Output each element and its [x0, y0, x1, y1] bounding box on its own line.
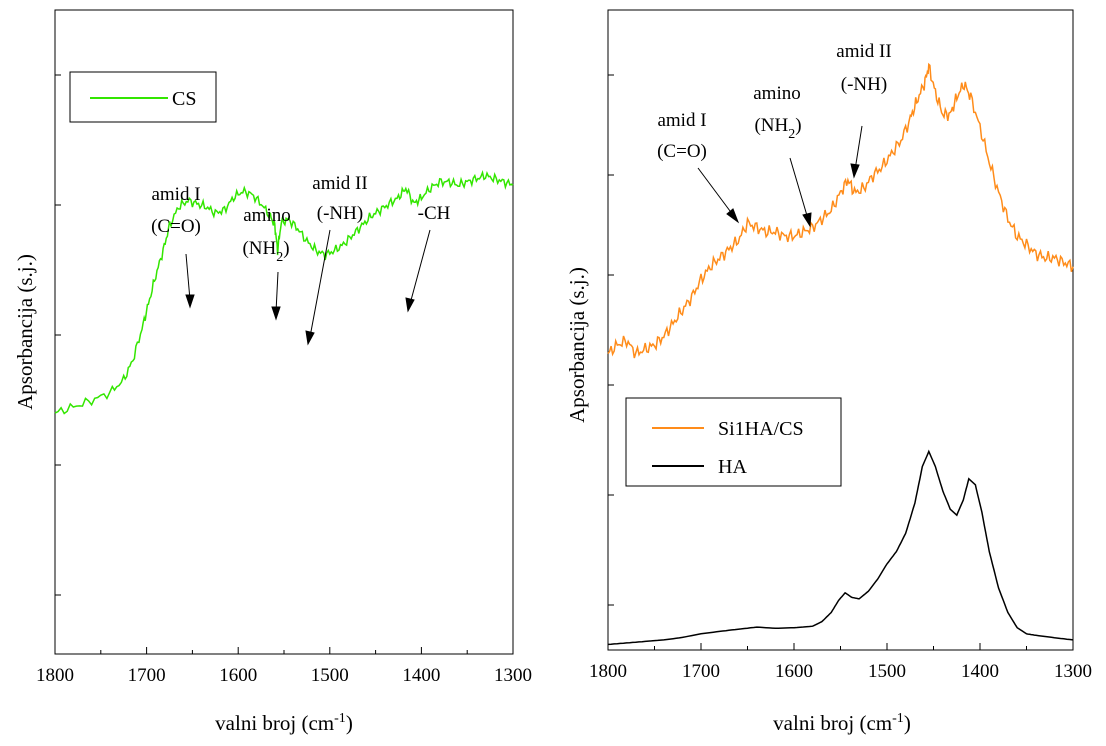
left-ann-amino-line2: (NH2)	[242, 238, 289, 265]
x-tick-label: 1600	[219, 665, 257, 686]
arrow-amino	[275, 271, 279, 313]
series-line-si1ha-cs	[607, 62, 1074, 359]
right-panel: 1800 1700 1600 1500 1400 1300 Si1HA/CS HA ami…	[565, 9, 1092, 735]
right-ann-amino-line1: amino	[753, 83, 801, 104]
x-tick-label: 1300	[1054, 661, 1092, 682]
right-curves	[607, 62, 1074, 646]
arrow-r-amid-i-head	[726, 208, 740, 224]
x-tick-label: 1500	[311, 665, 349, 686]
series-line-ha	[607, 449, 1074, 646]
series-line-cs	[54, 170, 514, 415]
left-ann-amid-i-line2: (C=O)	[151, 216, 201, 237]
x-tick-label: 1500	[868, 661, 906, 682]
right-legend-box	[625, 397, 842, 487]
legend-label-ha: HA	[718, 456, 747, 478]
left-x-axis-title: valni broj (cm-1)	[215, 711, 353, 735]
arrow-amid-i	[185, 253, 191, 301]
x-tick-label: 1400	[402, 665, 440, 686]
right-x-ticks: 1800 1700 1600 1500 1400 1300	[589, 643, 1092, 682]
arrow-ch	[409, 229, 431, 305]
x-tick-label: 1400	[961, 661, 999, 682]
right-ann-amid-ii-line1: amid II	[836, 41, 891, 62]
left-ann-ch: -CH	[418, 203, 451, 224]
right-arrows	[697, 125, 863, 228]
x-tick-label: 1800	[36, 665, 74, 686]
left-y-ticks	[55, 74, 61, 596]
x-tick-label: 1300	[494, 665, 532, 686]
right-y-ticks	[608, 74, 614, 606]
left-arrows	[185, 229, 431, 346]
arrow-amid-ii-head	[305, 330, 315, 346]
arrow-r-amid-ii	[854, 125, 863, 171]
right-ann-amid-ii-line2: (-NH)	[841, 74, 887, 95]
left-y-axis-title: Apsorbancija (s.j.)	[13, 254, 37, 410]
left-x-ticks: 1800 1700 1600 1500 1400 1300	[36, 647, 532, 686]
right-ann-amid-i-line2: (C=O)	[657, 141, 707, 162]
arrow-amid-ii	[309, 229, 331, 338]
right-ann-amino-line2: (NH2)	[754, 115, 801, 142]
legend-label-cs: CS	[172, 88, 196, 110]
arrow-r-amid-i	[697, 167, 734, 216]
right-plot-frame	[607, 9, 1074, 651]
x-tick-label: 1700	[682, 661, 720, 682]
right-ann-amid-i-line1: amid I	[657, 110, 706, 131]
arrow-r-amino	[789, 157, 809, 220]
right-x-axis-title: valni broj (cm-1)	[773, 711, 911, 735]
arrow-ch-head	[405, 297, 415, 313]
arrow-amid-i-head	[185, 294, 195, 309]
x-tick-label: 1600	[775, 661, 813, 682]
arrow-r-amino-head	[802, 212, 812, 228]
left-panel: 1800 1700 1600 1500 1400 1300 CS amid I (C=O)…	[13, 9, 532, 735]
x-tick-label: 1700	[128, 665, 166, 686]
left-ann-amino-line1: amino	[243, 205, 291, 226]
legend-label-si1ha-cs: Si1HA/CS	[718, 418, 804, 440]
left-ann-amid-i-line1: amid I	[151, 184, 200, 205]
arrow-amino-head	[271, 306, 281, 321]
arrow-r-amid-ii-head	[850, 163, 860, 179]
right-y-axis-title: Apsorbancija (s.j.)	[565, 267, 589, 423]
left-ann-amid-ii-line1: amid II	[312, 173, 367, 194]
left-ann-amid-ii-line2: (-NH)	[317, 203, 363, 224]
left-curves	[54, 170, 514, 415]
x-tick-label: 1800	[589, 661, 627, 682]
